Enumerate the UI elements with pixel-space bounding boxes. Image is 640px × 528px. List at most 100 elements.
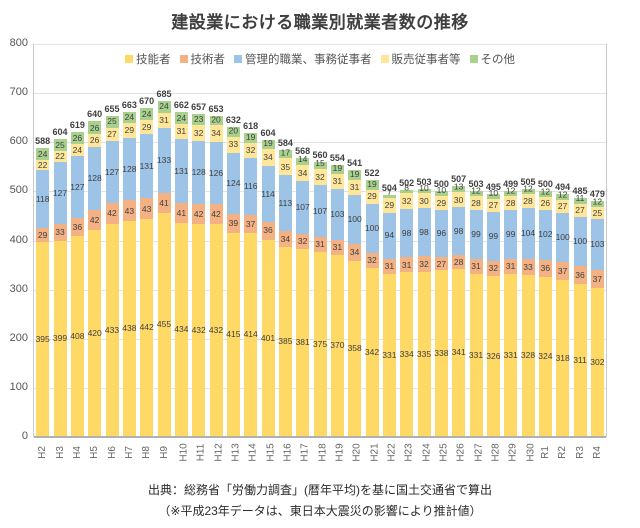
bar-segment[interactable]: 33 bbox=[53, 224, 67, 241]
bar-segment[interactable]: 8 bbox=[400, 184, 414, 194]
bar-segment[interactable]: 23 bbox=[192, 114, 206, 126]
bar-segment[interactable]: 342 bbox=[365, 268, 379, 436]
bar-segment[interactable]: 334 bbox=[400, 272, 414, 436]
bar-segment[interactable]: 126 bbox=[209, 142, 223, 204]
bar-segment[interactable]: 414 bbox=[244, 233, 258, 436]
bar-segment[interactable]: 326 bbox=[486, 276, 500, 436]
bar-segment[interactable]: 311 bbox=[573, 283, 587, 436]
bar-segment[interactable]: 31 bbox=[174, 123, 188, 140]
bar-segment[interactable]: 37 bbox=[244, 215, 258, 234]
bar-segment[interactable]: 318 bbox=[556, 280, 570, 436]
bar-segment[interactable]: 131 bbox=[140, 134, 154, 199]
bar-segment[interactable]: 26 bbox=[70, 131, 84, 145]
bar-segment[interactable]: 42 bbox=[209, 203, 223, 225]
bar-segment[interactable]: 26 bbox=[538, 196, 552, 210]
bar-segment[interactable]: 12 bbox=[469, 187, 483, 197]
bar-segment[interactable]: 32 bbox=[365, 252, 379, 269]
bar-segment[interactable]: 32 bbox=[400, 193, 414, 210]
bar-segment[interactable]: 442 bbox=[140, 219, 154, 436]
bar-segment[interactable]: 433 bbox=[105, 223, 119, 436]
bar-segment[interactable]: 43 bbox=[140, 198, 154, 220]
bar-segment[interactable]: 32 bbox=[486, 260, 500, 277]
bar-segment[interactable]: 99 bbox=[469, 210, 483, 259]
bar-segment[interactable]: 32 bbox=[313, 168, 327, 185]
bar-segment[interactable]: 19 bbox=[365, 180, 379, 190]
bar-segment[interactable]: 128 bbox=[88, 146, 102, 210]
bar-segment[interactable]: 331 bbox=[469, 273, 483, 436]
bar-segment[interactable]: 385 bbox=[278, 247, 292, 436]
bar-segment[interactable]: 25 bbox=[53, 139, 67, 152]
bar-segment[interactable]: 22 bbox=[36, 159, 50, 171]
bar-segment[interactable]: 30 bbox=[452, 192, 466, 208]
bar-segment[interactable]: 36 bbox=[261, 221, 275, 240]
bar-segment[interactable]: 36 bbox=[538, 259, 552, 278]
bar-segment[interactable]: 420 bbox=[88, 230, 102, 436]
bar-segment[interactable]: 42 bbox=[105, 203, 119, 224]
bar-segment[interactable]: 100 bbox=[556, 213, 570, 263]
bar-segment[interactable]: 100 bbox=[348, 194, 362, 244]
bar-segment[interactable]: 10 bbox=[434, 186, 448, 196]
bar-segment[interactable]: 432 bbox=[209, 224, 223, 436]
bar-segment[interactable]: 96 bbox=[434, 210, 448, 258]
bar-segment[interactable]: 17 bbox=[278, 148, 292, 159]
bar-segment[interactable]: 41 bbox=[174, 203, 188, 224]
bar-segment[interactable]: 41 bbox=[157, 192, 171, 214]
bar-segment[interactable]: 30 bbox=[417, 193, 431, 209]
bar-segment[interactable]: 455 bbox=[157, 213, 171, 436]
bar-segment[interactable]: 19 bbox=[261, 140, 275, 150]
bar-segment[interactable]: 31 bbox=[348, 179, 362, 195]
bar-segment[interactable]: 31 bbox=[330, 173, 344, 190]
bar-segment[interactable]: 328 bbox=[521, 275, 535, 436]
bar-segment[interactable]: 98 bbox=[400, 209, 414, 258]
bar-segment[interactable]: 27 bbox=[573, 203, 587, 217]
bar-segment[interactable]: 22 bbox=[53, 151, 67, 163]
bar-segment[interactable]: 13 bbox=[452, 183, 466, 193]
bar-segment[interactable]: 20 bbox=[226, 126, 240, 137]
bar-segment[interactable]: 28 bbox=[469, 196, 483, 211]
bar-segment[interactable]: 103 bbox=[590, 219, 604, 270]
bar-segment[interactable]: 31 bbox=[382, 258, 396, 274]
bar-segment[interactable]: 434 bbox=[174, 223, 188, 436]
bar-segment[interactable]: 14 bbox=[296, 155, 310, 165]
bar-segment[interactable]: 395 bbox=[36, 242, 50, 436]
legend-item-3[interactable]: 販売従事者等 bbox=[380, 51, 461, 67]
bar-segment[interactable]: 26 bbox=[88, 121, 102, 135]
bar-segment[interactable]: 28 bbox=[504, 196, 518, 211]
bar-segment[interactable]: 12 bbox=[556, 190, 570, 200]
bar-segment[interactable]: 99 bbox=[504, 210, 518, 259]
bar-segment[interactable]: 31 bbox=[313, 237, 327, 253]
bar-segment[interactable]: 29 bbox=[365, 189, 379, 204]
bar-segment[interactable]: 124 bbox=[226, 152, 240, 214]
bar-segment[interactable]: 12 bbox=[590, 197, 604, 208]
legend-item-1[interactable]: 技術者 bbox=[179, 51, 225, 67]
bar-segment[interactable]: 36 bbox=[70, 218, 84, 237]
bar-segment[interactable]: 39 bbox=[226, 213, 240, 233]
bar-segment[interactable]: 34 bbox=[296, 164, 310, 182]
bar-segment[interactable]: 331 bbox=[382, 273, 396, 436]
bar-segment[interactable]: 102 bbox=[538, 209, 552, 260]
bar-segment[interactable]: 302 bbox=[590, 288, 604, 436]
bar-segment[interactable]: 358 bbox=[348, 260, 362, 436]
bar-segment[interactable]: 28 bbox=[521, 194, 535, 209]
bar-segment[interactable]: 15 bbox=[313, 159, 327, 169]
bar-segment[interactable]: 27 bbox=[105, 127, 119, 142]
bar-segment[interactable]: 432 bbox=[192, 224, 206, 436]
bar-segment[interactable]: 118 bbox=[36, 170, 49, 229]
bar-segment[interactable]: 10 bbox=[417, 184, 431, 194]
bar-segment[interactable]: 24 bbox=[140, 108, 154, 120]
bar-segment[interactable]: 128 bbox=[122, 137, 136, 201]
bar-segment[interactable]: 32 bbox=[296, 233, 310, 250]
bar-segment[interactable]: 31 bbox=[330, 239, 344, 255]
bar-segment[interactable]: 127 bbox=[70, 156, 84, 219]
bar-segment[interactable]: 29 bbox=[434, 195, 448, 211]
bar-segment[interactable]: 29 bbox=[122, 123, 136, 138]
bar-segment[interactable]: 331 bbox=[504, 273, 518, 436]
bar-segment[interactable]: 31 bbox=[400, 257, 414, 273]
bar-segment[interactable]: 100 bbox=[365, 203, 379, 253]
legend-item-4[interactable]: その他 bbox=[469, 51, 515, 67]
bar-segment[interactable]: 375 bbox=[313, 252, 327, 436]
bar-segment[interactable]: 399 bbox=[53, 240, 67, 436]
bar-segment[interactable]: 42 bbox=[192, 203, 206, 225]
bar-segment[interactable]: 12 bbox=[504, 187, 518, 197]
bar-segment[interactable]: 12 bbox=[521, 185, 535, 195]
